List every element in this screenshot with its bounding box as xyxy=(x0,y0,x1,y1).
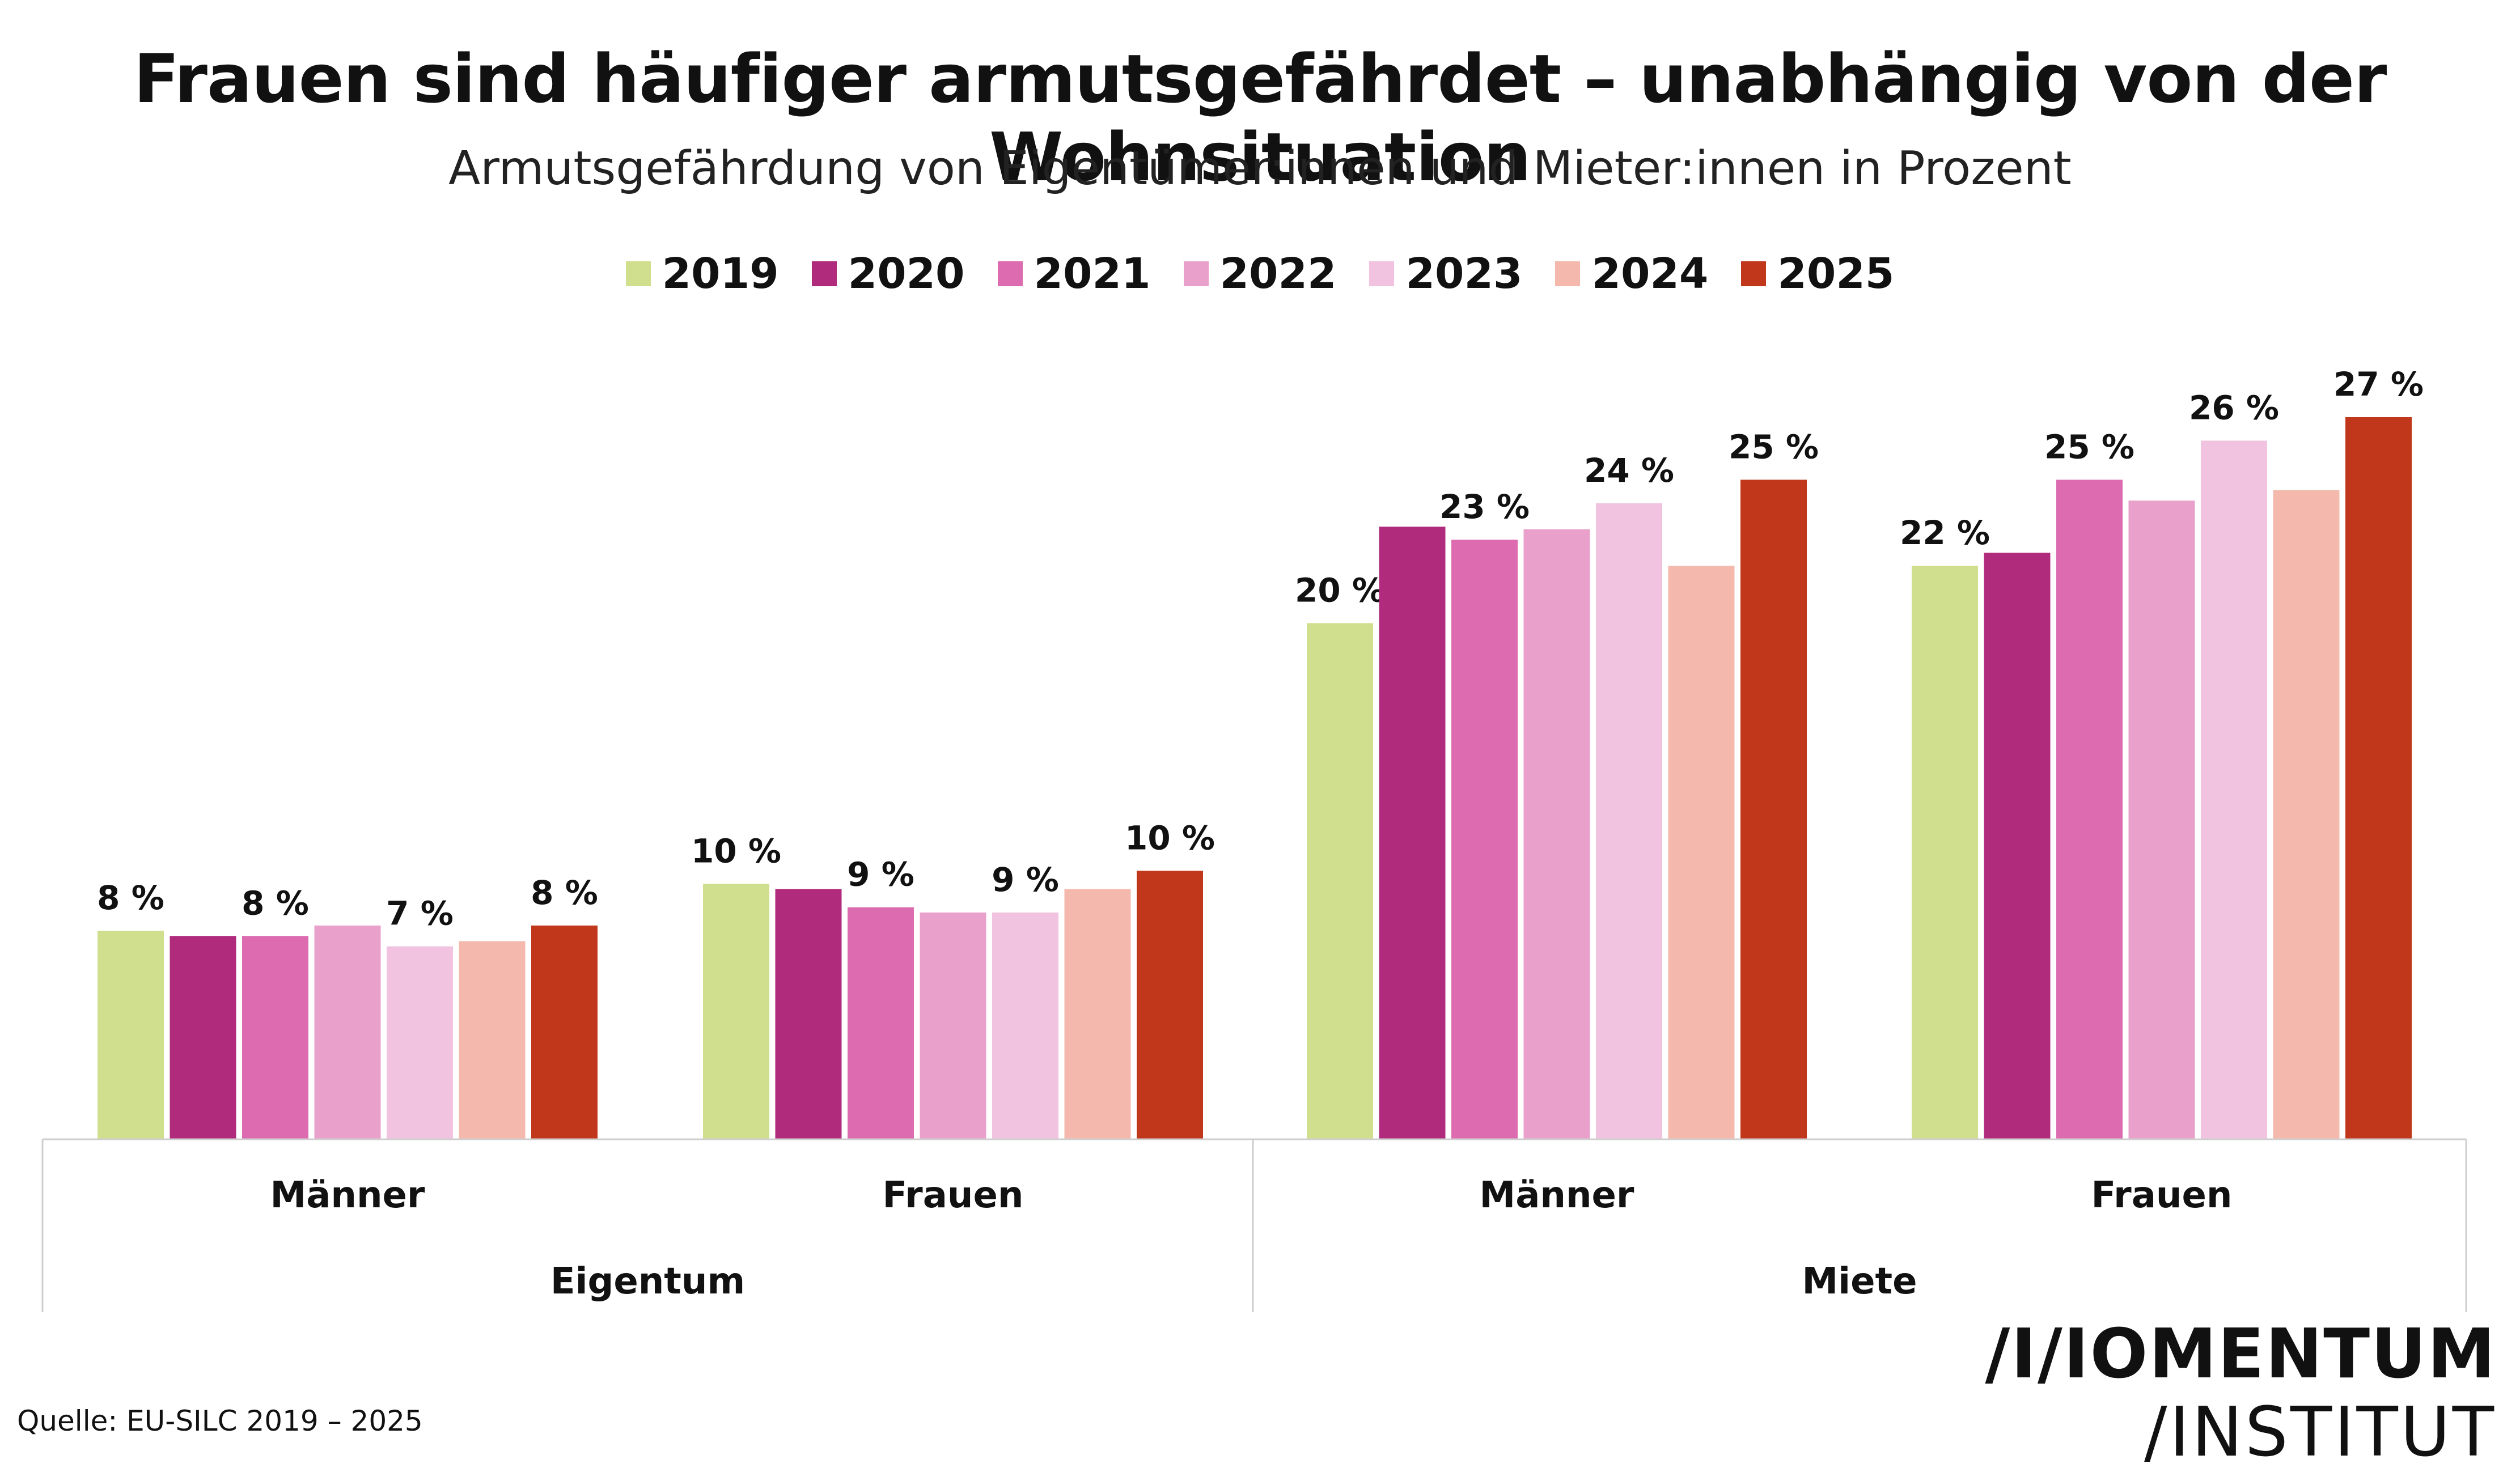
data-label: 25 % xyxy=(1729,427,1819,466)
bar-2025-0 xyxy=(531,925,598,1139)
bar-2023-3 xyxy=(2201,440,2267,1139)
group-label: Eigentum xyxy=(550,1261,745,1303)
bar-2021-1 xyxy=(848,907,914,1139)
bar-2025-2 xyxy=(1740,480,1807,1139)
legend-label: 2022 xyxy=(1219,249,1337,298)
bar-2024-1 xyxy=(1064,889,1131,1139)
category-label: Männer xyxy=(270,1174,425,1216)
data-label: 25 % xyxy=(2044,427,2134,466)
momentum-institut-logo: /I/IOMENTUM /INSTITUT xyxy=(1985,1321,2497,1467)
data-label: 8 % xyxy=(242,884,309,922)
legend-label: 2021 xyxy=(1034,249,1151,298)
data-label: 9 % xyxy=(992,860,1059,899)
legend-item-2019: 2019 xyxy=(625,249,779,298)
logo-line-1: /I/IOMENTUM xyxy=(1985,1315,2496,1394)
bar-2020-1 xyxy=(775,889,842,1139)
source-note: Quelle: EU-SILC 2019 – 2025 xyxy=(17,1405,423,1437)
bar-2021-3 xyxy=(2056,480,2123,1139)
legend-item-2023: 2023 xyxy=(1369,249,1522,298)
category-label: Frauen xyxy=(883,1174,1024,1216)
data-label: 23 % xyxy=(1439,487,1530,526)
group-label: Miete xyxy=(1802,1261,1917,1303)
data-label: 22 % xyxy=(1900,514,1990,552)
chart-subtitle: Armutsgefährdung von Eigentümer:innen un… xyxy=(448,142,2072,196)
data-label: 8 % xyxy=(531,873,598,912)
bar-2025-1 xyxy=(1137,871,1203,1139)
bar-2019-1 xyxy=(703,884,769,1139)
legend-item-2024: 2024 xyxy=(1555,249,1708,298)
category-label: Frauen xyxy=(2091,1174,2233,1216)
bar-2024-0 xyxy=(459,941,526,1139)
legend-item-2021: 2021 xyxy=(997,249,1151,298)
data-label: 8 % xyxy=(97,879,164,917)
legend-swatch xyxy=(1555,261,1581,286)
legend-swatch xyxy=(1183,261,1209,286)
data-label: 27 % xyxy=(2333,365,2424,404)
bar-2024-3 xyxy=(2273,490,2340,1139)
bar-2022-2 xyxy=(1523,529,1590,1139)
bar-2020-3 xyxy=(1984,553,2051,1139)
bar-2019-0 xyxy=(98,931,164,1139)
bar-2021-0 xyxy=(242,936,308,1139)
data-label: 10 % xyxy=(691,832,781,870)
bar-2020-0 xyxy=(170,936,236,1139)
bar-2025-3 xyxy=(2345,417,2412,1139)
bar-2021-2 xyxy=(1451,540,1518,1140)
data-label: 7 % xyxy=(386,894,454,933)
logo-line-2: /INSTITUT xyxy=(2144,1393,2496,1472)
data-label: 9 % xyxy=(847,855,914,894)
data-label: 24 % xyxy=(1584,451,1674,490)
legend-item-2025: 2025 xyxy=(1741,249,1894,298)
legend-item-2020: 2020 xyxy=(811,249,965,298)
legend-label: 2023 xyxy=(1405,249,1523,298)
bar-2022-3 xyxy=(2128,500,2195,1139)
legend-swatch xyxy=(625,261,651,286)
legend-swatch xyxy=(1741,261,1767,286)
legend-swatch xyxy=(811,261,837,286)
legend-label: 2019 xyxy=(662,249,779,298)
legend-label: 2024 xyxy=(1591,249,1709,298)
chart-title: Frauen sind häufiger armutsgefährdet – u… xyxy=(133,40,2387,196)
bar-2019-3 xyxy=(1912,566,1978,1139)
legend-swatch xyxy=(997,261,1023,286)
legend-swatch xyxy=(1369,261,1395,286)
legend-item-2022: 2022 xyxy=(1183,249,1337,298)
legend-label: 2020 xyxy=(848,249,965,298)
bar-2024-2 xyxy=(1668,566,1735,1139)
bar-2023-2 xyxy=(1596,503,1662,1140)
bar-2019-2 xyxy=(1307,623,1373,1139)
bar-2022-1 xyxy=(920,912,986,1139)
data-label: 26 % xyxy=(2189,388,2279,427)
legend: 2019 2020 2021 2022 2023 2024 2025 xyxy=(0,249,2520,298)
data-label: 10 % xyxy=(1125,818,1215,857)
bar-2023-0 xyxy=(387,946,453,1139)
category-label: Männer xyxy=(1480,1174,1634,1216)
data-label: 20 % xyxy=(1295,571,1385,609)
bar-2022-0 xyxy=(314,925,381,1139)
legend-label: 2025 xyxy=(1777,249,1895,298)
bar-2020-2 xyxy=(1379,527,1446,1139)
bar-2023-1 xyxy=(992,912,1058,1139)
